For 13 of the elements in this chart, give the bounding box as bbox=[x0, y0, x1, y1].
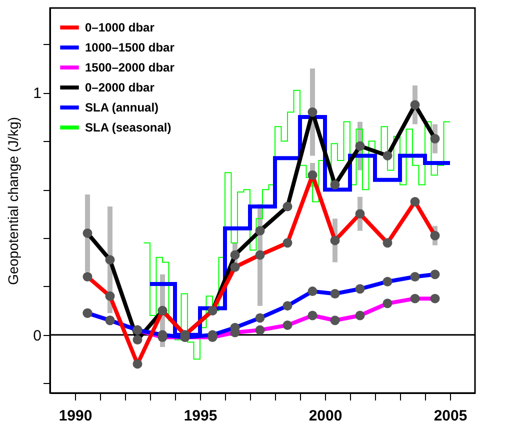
x-tick-label: 1990 bbox=[58, 408, 92, 424]
legend-label: 0–2000 dbar bbox=[85, 80, 155, 94]
x-tick-label: 1995 bbox=[184, 408, 218, 424]
x-tick-label: 2000 bbox=[308, 408, 342, 424]
y-axis-title: Geopotential change (J/kg) bbox=[5, 116, 22, 286]
legend-label: SLA (annual) bbox=[85, 100, 159, 114]
legend-label: 1500–2000 dbar bbox=[85, 60, 175, 74]
legend-label: 0–1000 dbar bbox=[85, 20, 155, 34]
y-tick-label: 1 bbox=[33, 85, 42, 102]
x-tick-label: 2005 bbox=[434, 408, 468, 424]
y-tick-label: 0 bbox=[33, 327, 42, 344]
legend-label: 1000–1500 dbar bbox=[85, 40, 175, 54]
legend-label: SLA (seasonal) bbox=[85, 120, 172, 134]
